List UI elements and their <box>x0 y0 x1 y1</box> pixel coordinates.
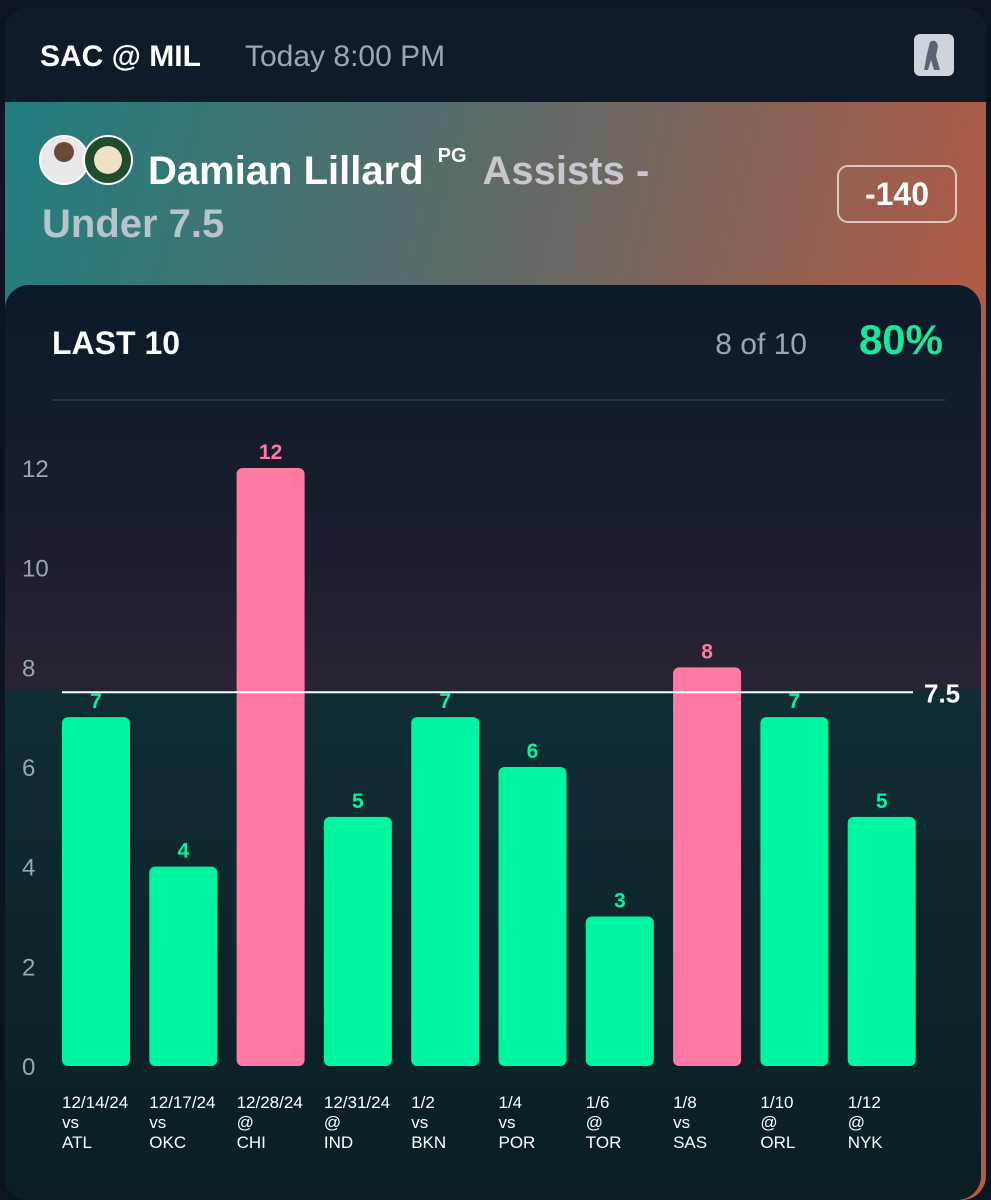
x-tick-venue: vs <box>411 1113 428 1132</box>
y-tick-label: 10 <box>22 556 49 583</box>
x-tick-date: 12/17/24 <box>149 1093 215 1112</box>
bar <box>323 816 392 1066</box>
x-tick-venue: @ <box>586 1113 603 1132</box>
value-label: 4 <box>177 840 189 863</box>
value-label: 12 <box>259 441 282 464</box>
x-tick-date: 1/4 <box>499 1093 523 1112</box>
y-tick-label: 0 <box>22 1054 35 1081</box>
x-tick-date: 1/2 <box>411 1093 435 1112</box>
x-tick-opponent: SAS <box>673 1133 707 1152</box>
value-label: 7 <box>789 690 801 713</box>
value-label: 7 <box>90 690 102 713</box>
bar <box>673 667 742 1066</box>
y-tick-label: 12 <box>22 456 49 483</box>
y-tick-label: 6 <box>22 755 35 782</box>
x-tick-venue: @ <box>324 1113 341 1132</box>
x-tick-venue: vs <box>673 1113 690 1132</box>
top-bar <box>5 8 986 102</box>
x-tick-date: 12/14/24 <box>62 1093 128 1112</box>
player-position: PG <box>438 145 467 167</box>
prop-line: Under 7.5 <box>42 202 224 246</box>
x-tick-opponent: TOR <box>586 1133 622 1152</box>
threshold-label: 7.5 <box>924 678 960 708</box>
x-tick-date: 1/10 <box>760 1093 793 1112</box>
value-label: 5 <box>876 790 888 813</box>
x-tick-venue: @ <box>848 1113 865 1132</box>
x-tick-opponent: CHI <box>237 1133 266 1152</box>
plot: 024681012712/14/24vsATL412/17/24vsOKC121… <box>22 441 960 1152</box>
x-tick-opponent: ORL <box>760 1133 795 1152</box>
x-tick-opponent: POR <box>499 1133 536 1152</box>
bar <box>62 717 130 1066</box>
value-label: 3 <box>614 890 626 913</box>
x-tick-venue: @ <box>760 1113 777 1132</box>
y-tick-label: 4 <box>22 855 35 882</box>
player-name: Damian Lillard <box>148 149 424 193</box>
x-tick-opponent: ATL <box>62 1133 92 1152</box>
bar <box>149 866 218 1066</box>
odds[interactable]: -140 <box>865 176 929 212</box>
bar <box>847 816 916 1066</box>
game-time: Today 8:00 PM <box>245 40 445 73</box>
team-logo-inner <box>94 146 122 174</box>
x-tick-date: 12/28/24 <box>237 1093 303 1112</box>
x-tick-venue: vs <box>62 1113 79 1132</box>
x-tick-date: 12/31/24 <box>324 1093 390 1112</box>
prop-title: Damian Lillard PG Assists - <box>148 145 649 193</box>
value-label: 6 <box>527 740 539 763</box>
y-tick-label: 2 <box>22 954 35 981</box>
record: 8 of 10 <box>715 328 807 361</box>
x-tick-venue: @ <box>237 1113 254 1132</box>
x-tick-venue: vs <box>149 1113 166 1132</box>
bar <box>236 468 305 1066</box>
value-label: 8 <box>701 640 713 663</box>
value-label: 7 <box>439 690 451 713</box>
market: Assists - <box>483 149 650 193</box>
bar <box>760 717 829 1066</box>
hit-rate: 80% <box>859 316 943 363</box>
y-tick-label: 8 <box>22 655 35 682</box>
bar <box>585 916 654 1066</box>
x-tick-opponent: BKN <box>411 1133 446 1152</box>
league-logo-figure <box>924 40 940 70</box>
x-tick-date: 1/6 <box>586 1093 610 1112</box>
x-tick-venue: vs <box>499 1113 516 1132</box>
bar <box>498 767 567 1066</box>
value-label: 5 <box>352 790 364 813</box>
player-avatar-face <box>54 142 74 162</box>
x-tick-opponent: NYK <box>848 1133 884 1152</box>
x-tick-opponent: IND <box>324 1133 353 1152</box>
matchup: SAC @ MIL <box>40 40 201 73</box>
x-tick-date: 1/8 <box>673 1093 697 1112</box>
x-tick-opponent: OKC <box>149 1133 186 1152</box>
chart-title: LAST 10 <box>52 325 180 361</box>
bar <box>411 717 480 1066</box>
odds-box[interactable] <box>837 165 957 223</box>
x-tick-date: 1/12 <box>848 1093 881 1112</box>
